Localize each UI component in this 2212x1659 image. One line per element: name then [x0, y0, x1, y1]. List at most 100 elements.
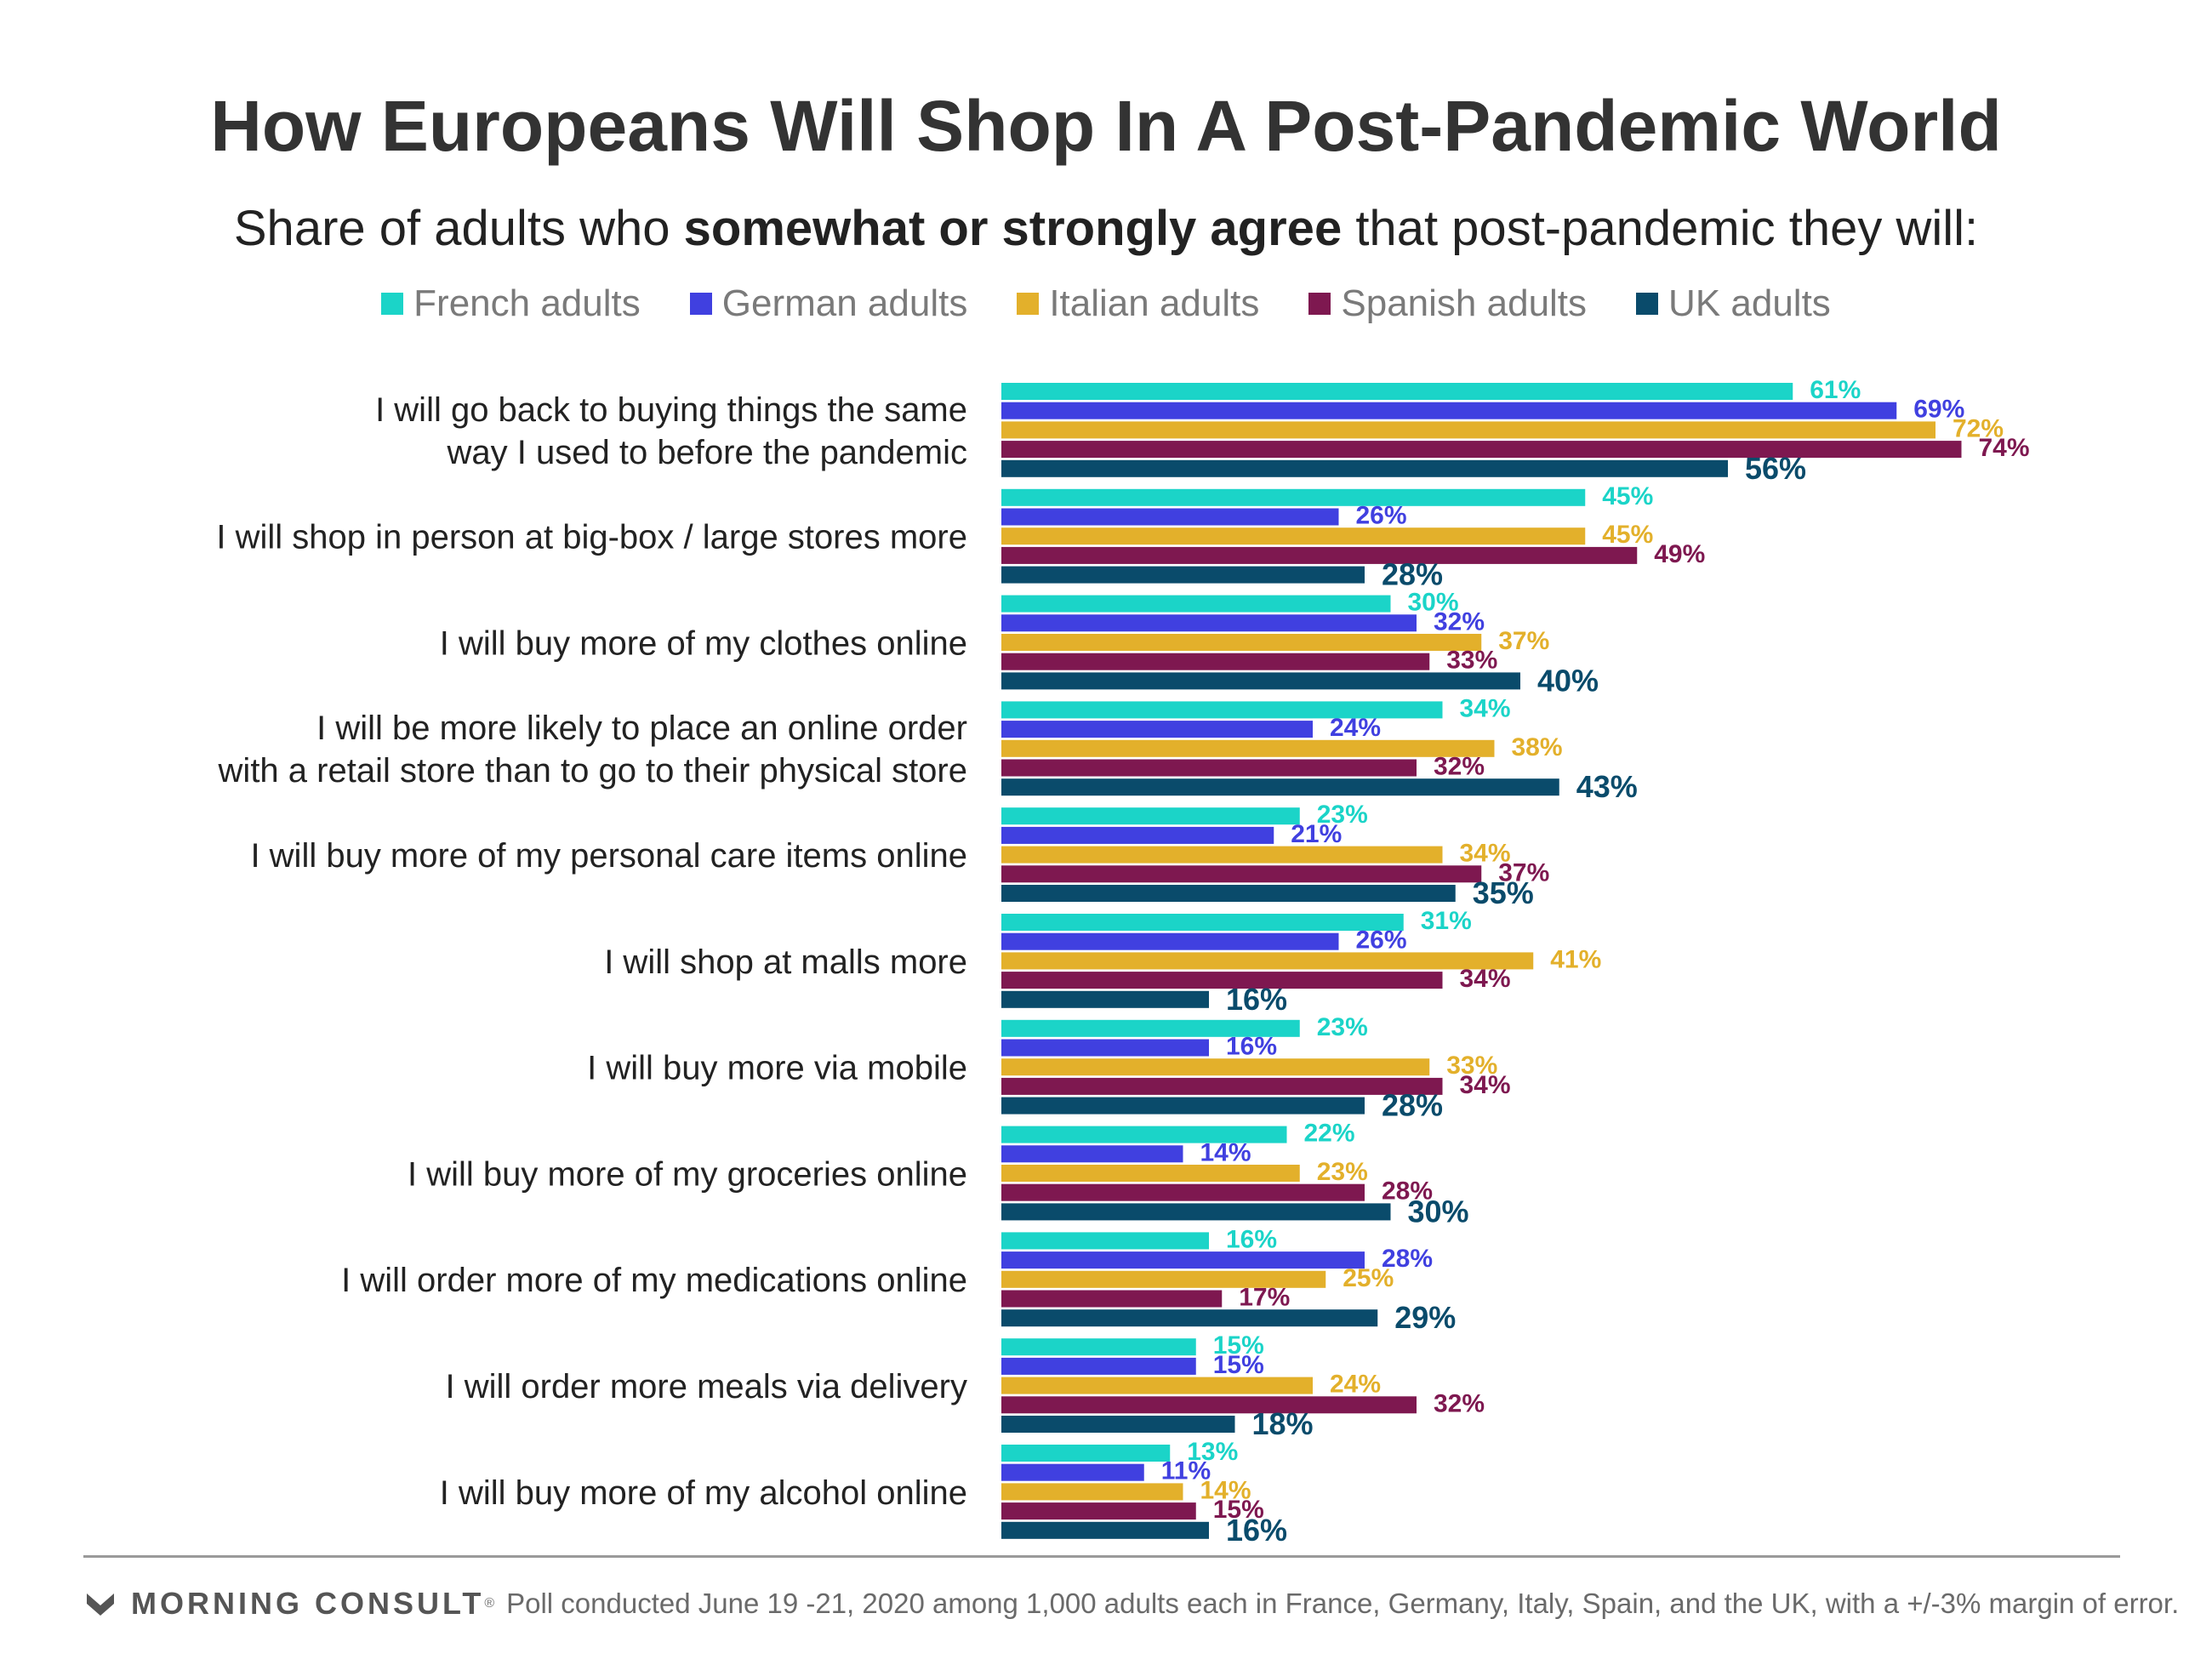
- data-label-italian-adults: 37%: [1498, 627, 1549, 655]
- category-label: I will order more of my medications onli…: [341, 1262, 967, 1299]
- bar-uk-adults: [1001, 459, 1728, 477]
- legend-label-german: German adults: [721, 282, 968, 324]
- bar-italian-adults: [1001, 1377, 1313, 1394]
- data-label-uk-adults: 18%: [1252, 1406, 1314, 1441]
- bar-french-adults: [1001, 595, 1391, 613]
- category-label: I will shop in person at big-box / large…: [216, 519, 967, 556]
- bar-italian-adults: [1001, 1483, 1183, 1501]
- bar-spanish-adults: [1001, 441, 1962, 459]
- bar-german-adults: [1001, 614, 1417, 632]
- chart-title: How Europeans Will Shop In A Post-Pandem…: [210, 86, 2002, 166]
- data-label-spanish-adults: 17%: [1239, 1284, 1290, 1312]
- bar-german-adults: [1001, 1463, 1144, 1481]
- bar-italian-adults: [1001, 846, 1443, 864]
- data-label-french-adults: 31%: [1421, 907, 1472, 935]
- data-label-italian-adults: 33%: [1446, 1052, 1497, 1080]
- bar-french-adults: [1001, 1019, 1300, 1037]
- data-label-italian-adults: 23%: [1317, 1158, 1368, 1186]
- data-label-french-adults: 16%: [1226, 1225, 1277, 1253]
- bar-uk-adults: [1001, 566, 1365, 584]
- legend-swatch-uk: [1636, 293, 1659, 315]
- chart-subtitle: Share of adults who somewhat or strongly…: [0, 200, 2212, 257]
- data-label-italian-adults: 72%: [1953, 414, 2004, 442]
- bar-french-adults: [1001, 701, 1443, 719]
- bar-uk-adults: [1001, 1416, 1235, 1433]
- bar-spanish-adults: [1001, 972, 1443, 989]
- category-label: I will shop at malls more: [604, 944, 967, 981]
- data-label-french-adults: 23%: [1317, 1013, 1368, 1041]
- legend: French adults German adults Italian adul…: [0, 282, 2212, 325]
- bar-italian-adults: [1001, 1165, 1300, 1182]
- legend-swatch-french: [381, 293, 404, 315]
- bar-german-adults: [1001, 721, 1313, 738]
- data-label-italian-adults: 38%: [1512, 733, 1563, 761]
- category-label: I will buy more of my personal care item…: [250, 837, 967, 875]
- bar-uk-adults: [1001, 1521, 1209, 1539]
- bar-italian-adults: [1001, 952, 1534, 970]
- bar-german-adults: [1001, 1357, 1196, 1375]
- bar-spanish-adults: [1001, 653, 1430, 670]
- data-label-french-adults: 15%: [1213, 1331, 1264, 1360]
- bar-spanish-adults: [1001, 865, 1482, 883]
- legend-item-german: German adults: [689, 282, 968, 325]
- data-label-uk-adults: 30%: [1408, 1194, 1469, 1229]
- data-label-french-adults: 34%: [1460, 694, 1511, 722]
- data-label-uk-adults: 29%: [1394, 1300, 1456, 1335]
- bar-french-adults: [1001, 1445, 1171, 1462]
- bar-german-adults: [1001, 826, 1274, 844]
- data-label-uk-adults: 43%: [1576, 769, 1638, 804]
- legend-label-spanish: Spanish adults: [1341, 282, 1588, 324]
- data-label-german-adults: 11%: [1161, 1457, 1211, 1485]
- data-label-spanish-adults: 32%: [1434, 753, 1485, 781]
- data-label-spanish-adults: 28%: [1382, 1177, 1433, 1206]
- legend-item-italian: Italian adults: [1017, 282, 1259, 325]
- bar-french-adults: [1001, 1338, 1196, 1356]
- data-label-uk-adults: 28%: [1382, 1088, 1443, 1123]
- bar-spanish-adults: [1001, 759, 1417, 777]
- data-label-german-adults: 69%: [1913, 396, 1964, 424]
- data-label-spanish-adults: 49%: [1654, 540, 1705, 568]
- bar-german-adults: [1001, 1251, 1365, 1269]
- bar-german-adults: [1001, 1145, 1183, 1163]
- data-label-spanish-adults: 34%: [1460, 965, 1511, 993]
- legend-swatch-spanish: [1308, 293, 1331, 315]
- data-label-spanish-adults: 33%: [1446, 647, 1497, 675]
- data-label-uk-adults: 35%: [1473, 875, 1534, 910]
- bar-italian-adults: [1001, 1058, 1430, 1076]
- bar-italian-adults: [1001, 421, 1936, 439]
- data-label-italian-adults: 41%: [1550, 945, 1601, 973]
- category-label: I will buy more via mobile: [587, 1050, 967, 1087]
- data-label-french-adults: 13%: [1187, 1438, 1238, 1466]
- category-label: I will go back to buying things the same: [375, 391, 967, 429]
- data-label-french-adults: 45%: [1602, 482, 1653, 510]
- data-label-german-adults: 28%: [1382, 1245, 1433, 1273]
- subtitle-lead: Share of adults who: [233, 201, 684, 256]
- data-label-uk-adults: 16%: [1226, 982, 1287, 1017]
- data-label-german-adults: 16%: [1226, 1033, 1277, 1061]
- data-label-italian-adults: 25%: [1343, 1264, 1394, 1292]
- bar-spanish-adults: [1001, 1077, 1443, 1095]
- category-label: I will be more likely to place an online…: [316, 710, 967, 747]
- bar-french-adults: [1001, 1232, 1209, 1250]
- footer: MORNING CONSULT ® Poll conducted June 19…: [83, 1586, 2179, 1622]
- bar-spanish-adults: [1001, 1396, 1417, 1414]
- bar-italian-adults: [1001, 739, 1495, 757]
- data-label-italian-adults: 14%: [1200, 1476, 1251, 1504]
- legend-label-french: French adults: [413, 282, 641, 324]
- data-label-uk-adults: 28%: [1382, 557, 1443, 592]
- data-label-german-adults: 14%: [1200, 1138, 1251, 1166]
- data-label-german-adults: 24%: [1330, 714, 1381, 742]
- legend-item-french: French adults: [381, 282, 641, 325]
- bar-spanish-adults: [1001, 546, 1638, 564]
- bar-italian-adults: [1001, 634, 1482, 651]
- bar-uk-adults: [1001, 1203, 1391, 1221]
- subtitle-emphasis: somewhat or strongly agree: [683, 201, 1343, 256]
- bar-uk-adults: [1001, 778, 1559, 796]
- data-label-italian-adults: 34%: [1460, 840, 1511, 868]
- category-label: way I used to before the pandemic: [447, 434, 967, 471]
- data-label-spanish-adults: 15%: [1213, 1496, 1264, 1524]
- legend-label-uk: UK adults: [1668, 282, 1831, 324]
- data-label-german-adults: 32%: [1434, 607, 1485, 636]
- bar-french-adults: [1001, 488, 1586, 506]
- footer-divider: [83, 1555, 2120, 1558]
